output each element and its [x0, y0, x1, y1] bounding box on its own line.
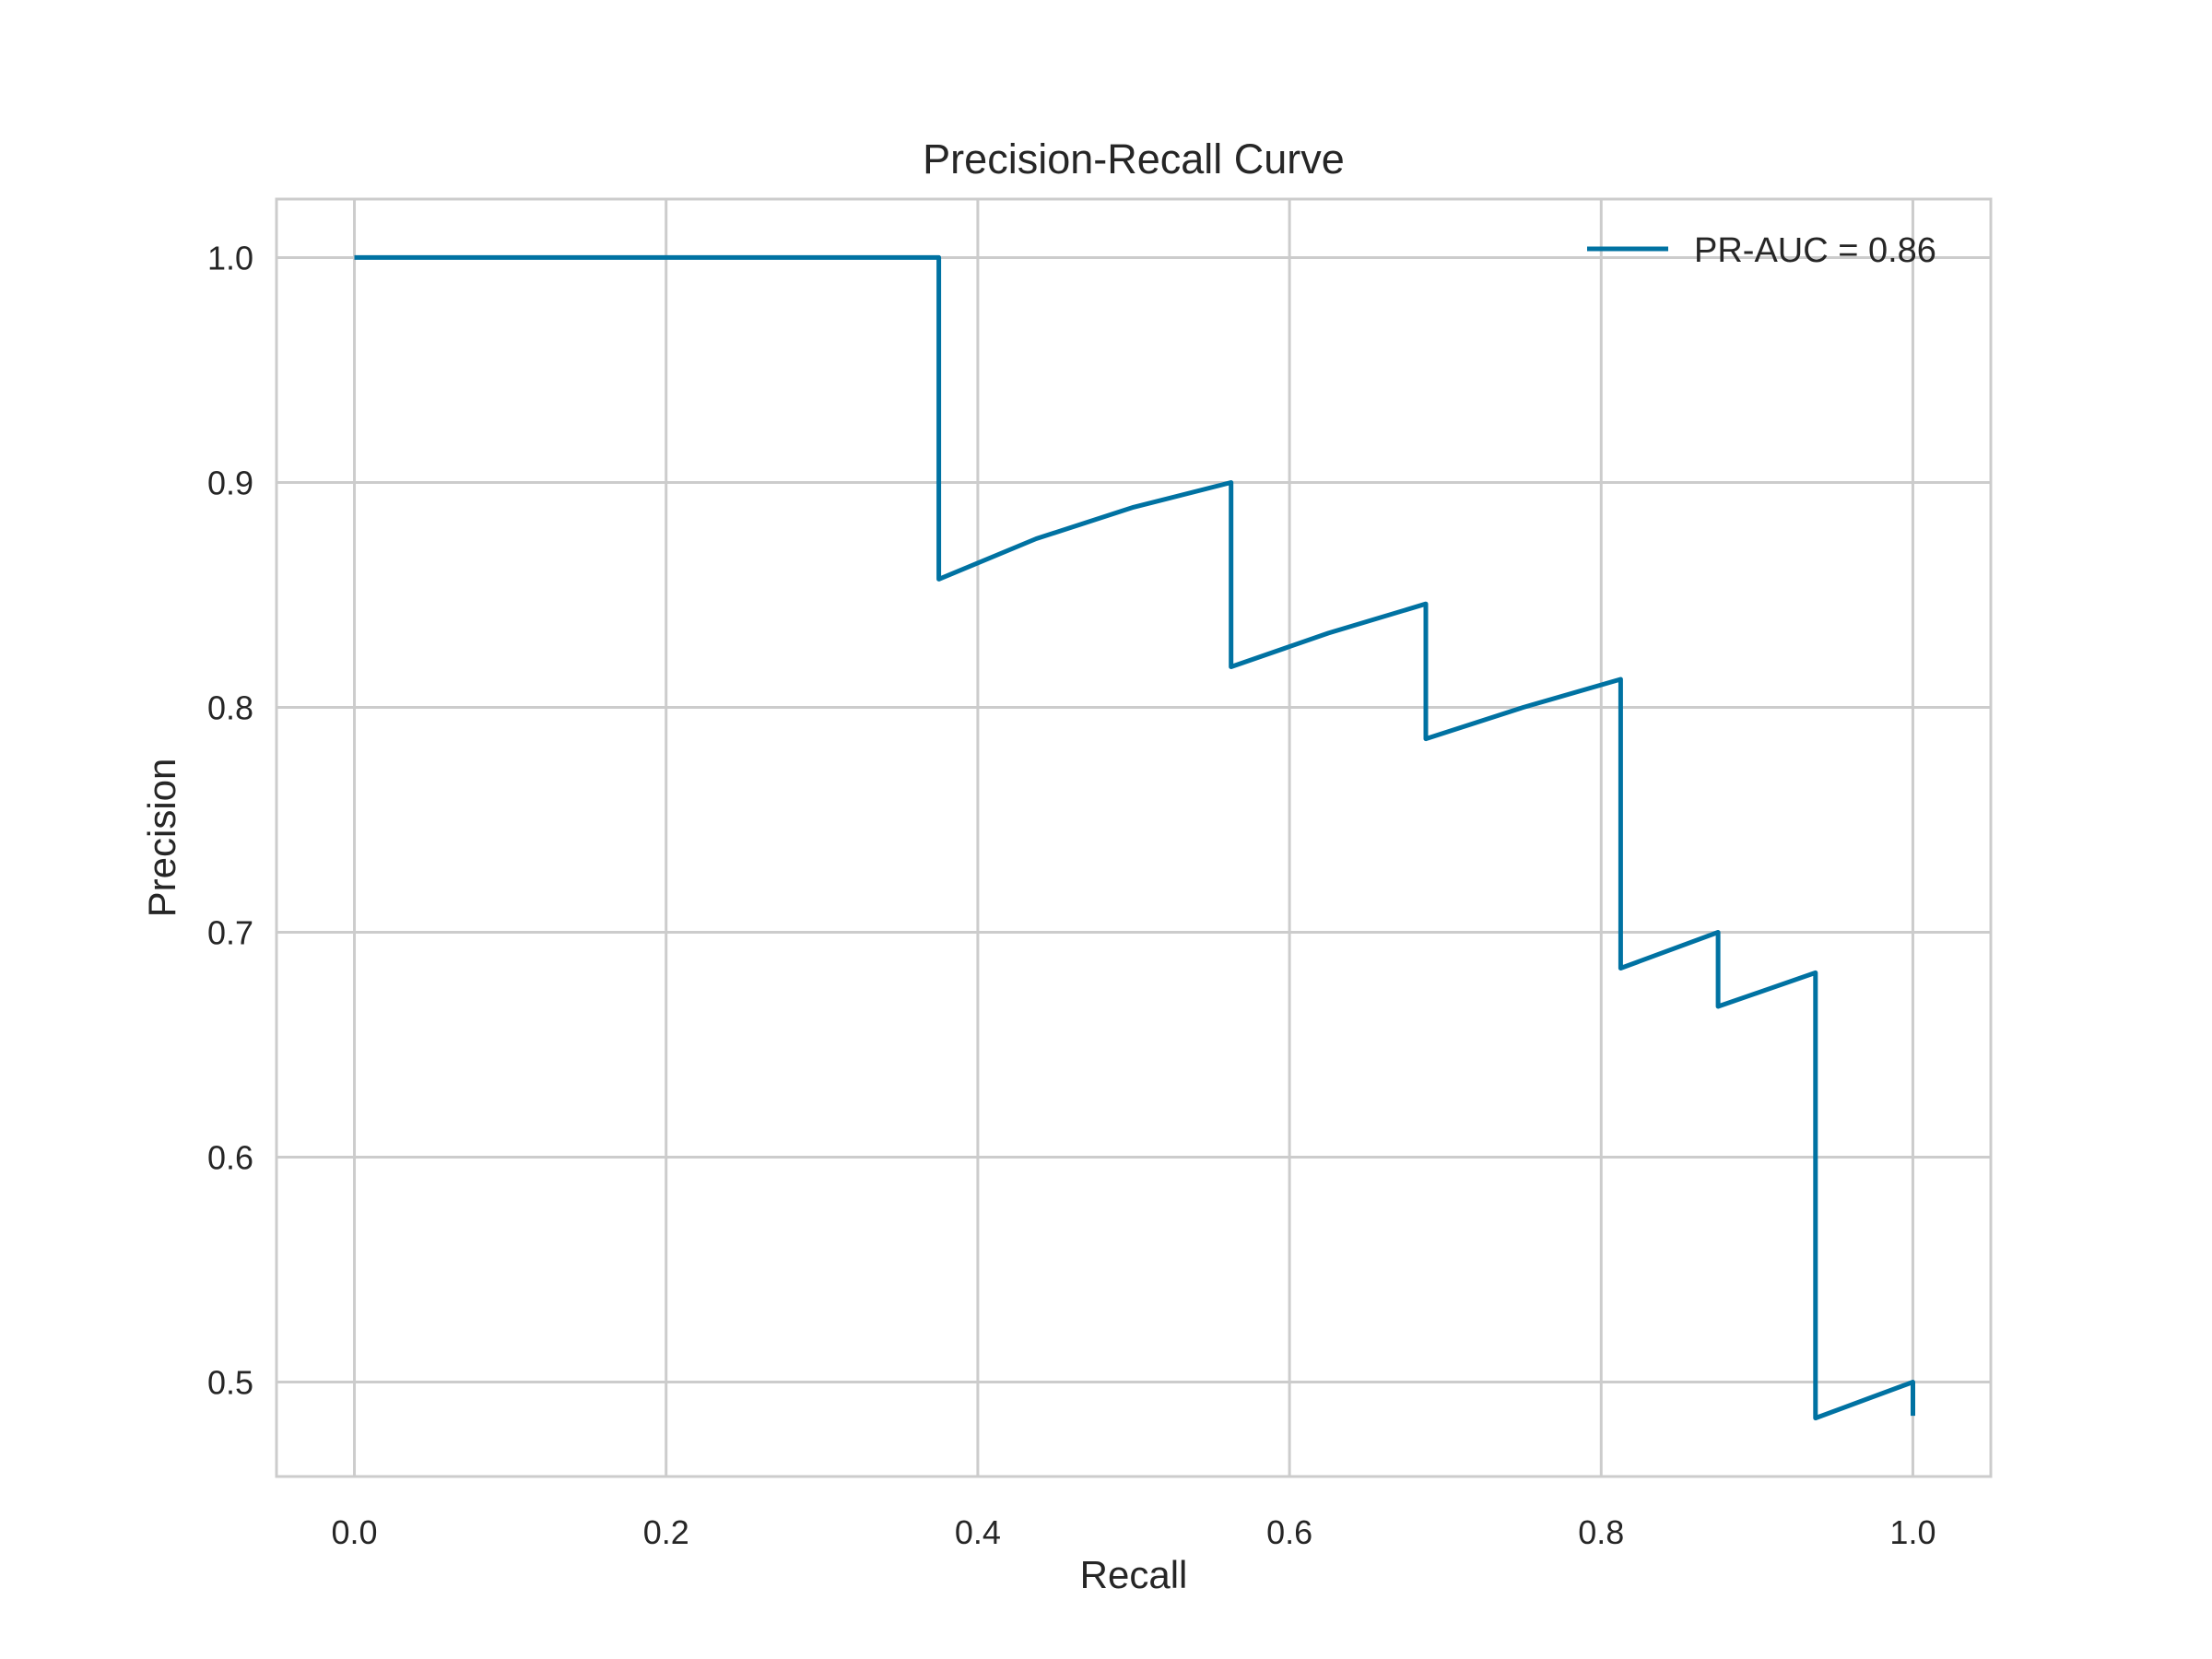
chart-title: Precision-Recall Curve: [923, 135, 1345, 182]
legend: PR-AUC = 0.86: [1587, 231, 1936, 270]
x-tick-label: 0.0: [332, 1513, 378, 1551]
x-tick-labels: 0.0 0.2 0.4 0.6 0.8 1.0: [332, 1513, 1936, 1551]
pr-curve-line: [354, 254, 1915, 1421]
y-tick-label: 0.5: [207, 1364, 253, 1402]
plot-area-background: [276, 199, 1991, 1477]
y-tick-label: 1.0: [207, 239, 253, 276]
x-axis-label: Recall: [1080, 1553, 1188, 1596]
y-tick-labels: 0.5 0.6 0.7 0.8 0.9 1.0: [207, 239, 253, 1401]
x-tick-label: 0.8: [1578, 1513, 1624, 1551]
y-tick-label: 0.7: [207, 913, 253, 951]
x-tick-label: 0.4: [955, 1513, 1001, 1551]
y-tick-label: 0.9: [207, 464, 253, 501]
y-axis-label: Precision: [140, 759, 183, 918]
y-tick-label: 0.6: [207, 1139, 253, 1177]
x-tick-label: 0.2: [643, 1513, 689, 1551]
series-layer: [354, 254, 1915, 1421]
x-tick-label: 1.0: [1889, 1513, 1936, 1551]
y-tick-label: 0.8: [207, 688, 253, 726]
legend-label: PR-AUC = 0.86: [1694, 231, 1936, 270]
x-tick-label: 0.6: [1266, 1513, 1312, 1551]
grid-lines: [276, 199, 1991, 1477]
plot-frame: [275, 197, 1993, 1478]
